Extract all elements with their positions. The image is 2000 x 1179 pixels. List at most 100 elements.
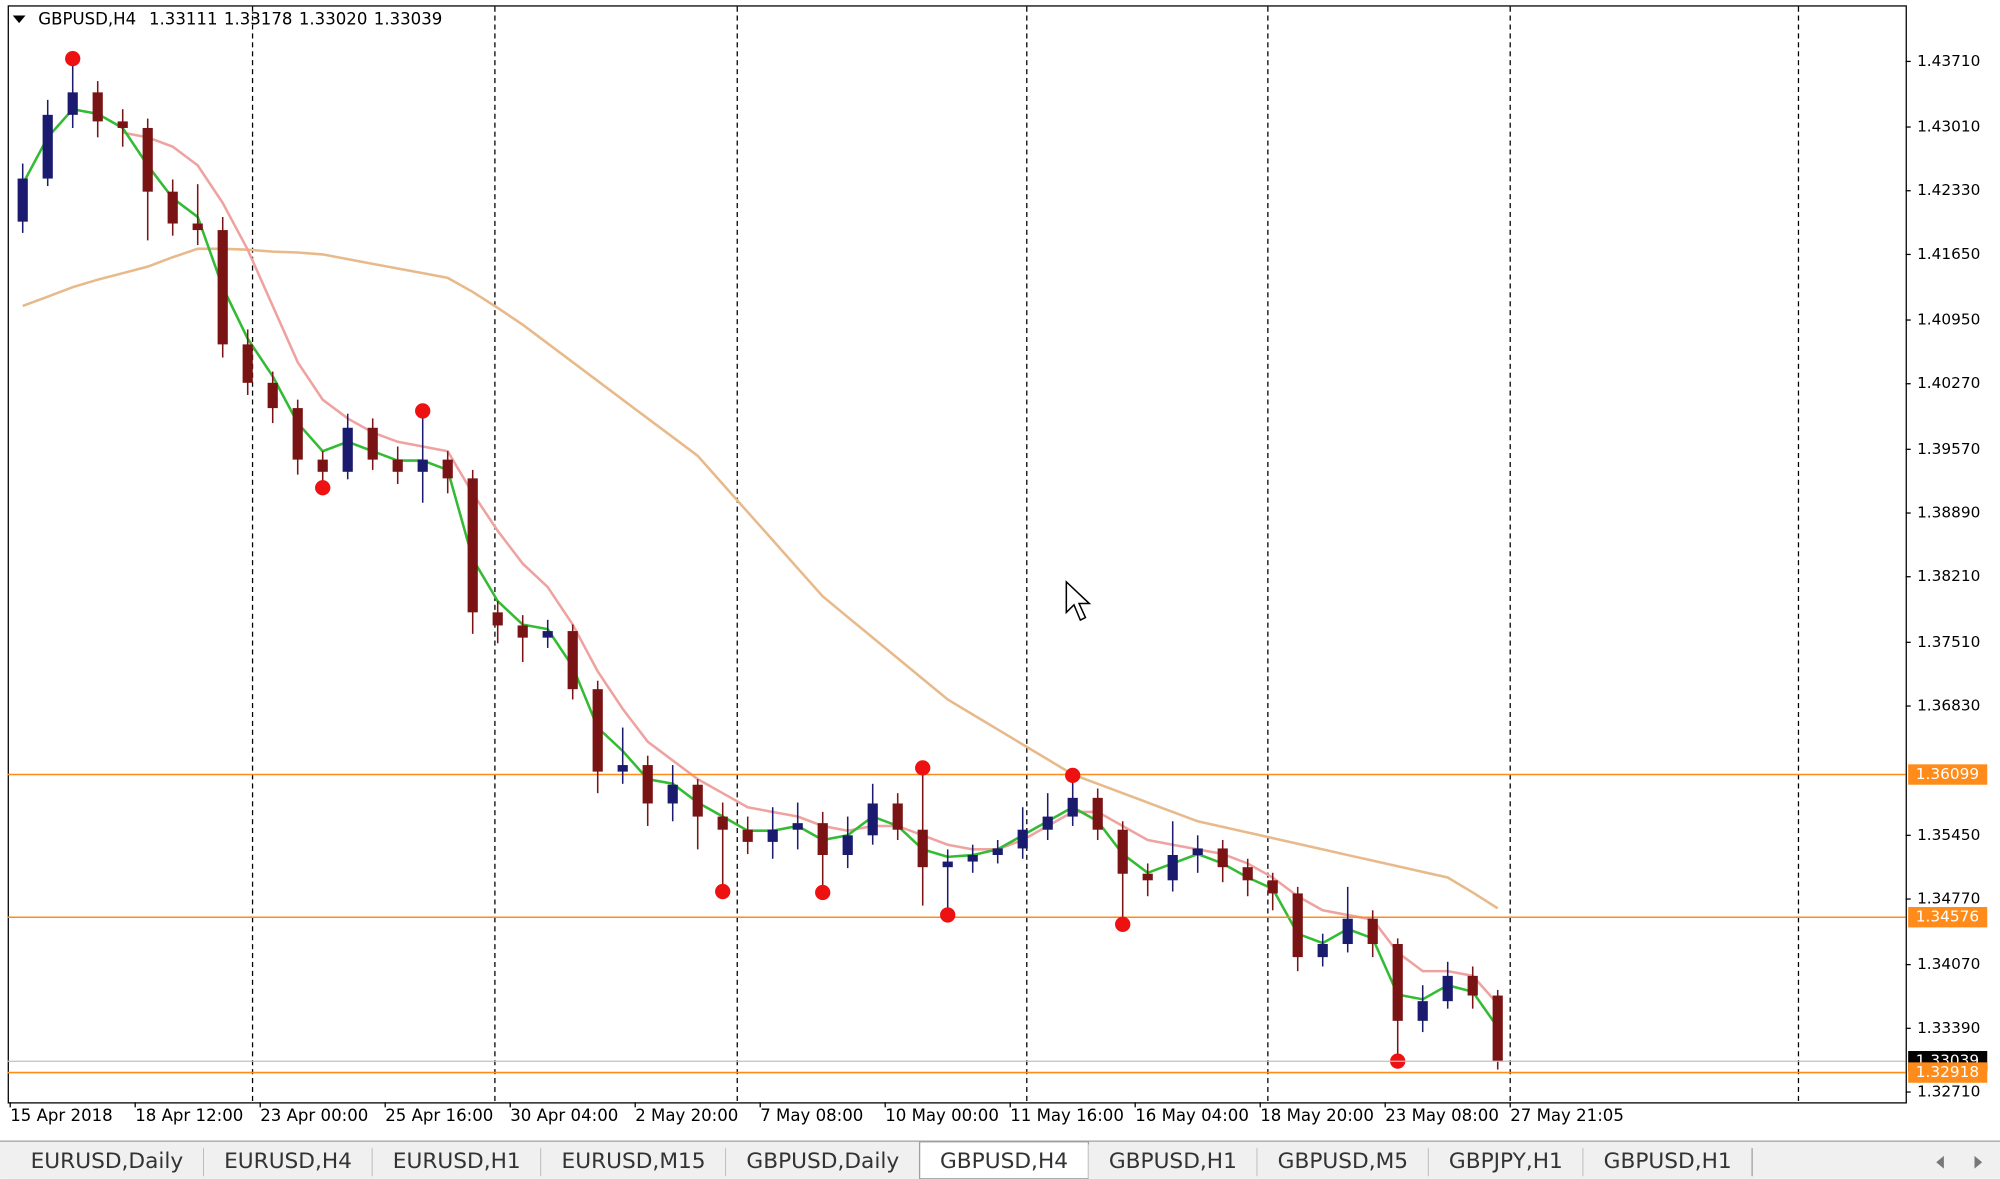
tab-scroll-left[interactable] — [1936, 1155, 1944, 1169]
candle-body — [1367, 918, 1378, 945]
tab-background[interactable] — [1257, 1144, 1429, 1179]
tab-background[interactable] — [541, 1144, 727, 1179]
candle-body — [592, 689, 603, 772]
candle-body — [1192, 848, 1203, 856]
tab-label[interactable]: EURUSD,M15 — [562, 1149, 706, 1174]
candle-body — [467, 478, 478, 613]
x-tick-label: 11 May 16:00 — [1010, 1106, 1124, 1125]
candle-body — [1067, 797, 1078, 817]
x-tick-label: 25 Apr 16:00 — [385, 1106, 493, 1125]
tab[interactable]: GBPUSD,Daily — [726, 1144, 921, 1179]
tab[interactable]: GBPUSD,H1 — [1088, 1144, 1258, 1179]
fractal — [65, 50, 81, 67]
candle-body — [92, 92, 103, 122]
tab-background[interactable] — [203, 1144, 373, 1179]
tab[interactable]: GBPJPY,H1 — [1428, 1144, 1584, 1179]
tab-scroll-right[interactable] — [1974, 1155, 1983, 1169]
fractal — [940, 907, 956, 923]
price-label-bg — [1908, 1062, 1988, 1083]
tab-label[interactable]: GBPUSD,H1 — [1604, 1149, 1732, 1174]
candle-body — [1492, 995, 1503, 1062]
candle-body — [742, 829, 753, 842]
candle-body — [717, 816, 728, 830]
tab[interactable]: GBPUSD,M5 — [1257, 1144, 1430, 1179]
tab[interactable]: GBPUSD,H1 — [1583, 1144, 1753, 1179]
candle-body — [1217, 848, 1228, 868]
candle-body — [1117, 829, 1128, 874]
y-tick-label: 1.39570 — [1917, 440, 1980, 458]
tab-label[interactable]: GBPUSD,H4 — [940, 1149, 1068, 1174]
tab[interactable]: EURUSD,Daily — [10, 1144, 205, 1179]
tab-background[interactable] — [1088, 1144, 1258, 1179]
y-tick-label: 1.32710 — [1917, 1083, 1980, 1101]
tabs: EURUSD,Daily EURUSD,H4 EURUSD,H1 EURUSD,M15… — [10, 1141, 1983, 1179]
candle-body — [267, 382, 278, 409]
candle-body — [392, 459, 403, 472]
tab-background[interactable] — [10, 1144, 204, 1179]
price-label-bg — [1908, 764, 1988, 785]
fractal — [915, 760, 931, 776]
candle-body — [1092, 797, 1103, 830]
candle-body — [1342, 918, 1353, 945]
candle-body — [1467, 975, 1478, 996]
tab[interactable]: EURUSD,M15 — [541, 1144, 727, 1179]
candle-body — [1267, 880, 1278, 894]
price-label: 1.36099 — [1916, 765, 1979, 783]
tab-background[interactable] — [726, 1144, 920, 1179]
y-tick-label: 1.43710 — [1917, 52, 1980, 70]
tab-label[interactable]: EURUSD,Daily — [31, 1149, 184, 1174]
x-tick-label: 23 Apr 00:00 — [260, 1106, 368, 1125]
plot — [7, 50, 1906, 1074]
candle-body — [1042, 816, 1053, 830]
chart-frame — [7, 5, 1907, 1104]
y-tick-label: 1.35450 — [1917, 826, 1980, 844]
candle-body — [142, 127, 153, 192]
candle-body — [942, 861, 953, 868]
tab[interactable]: GBPUSD,H4 — [918, 1141, 1090, 1179]
candle-body — [342, 427, 353, 472]
menu-arrow[interactable] — [12, 15, 26, 24]
candle-body — [167, 191, 178, 224]
quote: 1.33178 — [224, 9, 293, 28]
tab-label[interactable]: GBPUSD,M5 — [1278, 1149, 1408, 1174]
fractal — [1065, 767, 1081, 784]
candle-body — [1242, 867, 1253, 881]
candle-body — [517, 625, 528, 638]
candle-body — [42, 114, 53, 179]
tab-label[interactable]: GBPUSD,Daily — [746, 1149, 899, 1174]
tab[interactable]: EURUSD,H1 — [372, 1144, 542, 1179]
symbol: GBPUSD,H4 — [38, 9, 136, 28]
candle-body — [67, 92, 78, 115]
x-tick-label: 16 May 04:00 — [1135, 1106, 1249, 1125]
tab-label[interactable]: EURUSD,H4 — [224, 1149, 352, 1174]
y-tick-label: 1.40270 — [1917, 374, 1980, 392]
y-tick-label: 1.37510 — [1917, 633, 1980, 651]
moving-average — [22, 247, 1499, 910]
candle-body — [1142, 873, 1153, 881]
candle-body — [417, 459, 428, 472]
chart-header: GBPUSD,H4 1.33111 1.33178 1.33020 1.33039 — [38, 9, 442, 28]
tab-label[interactable]: EURUSD,H1 — [393, 1149, 521, 1174]
tab-background[interactable] — [1583, 1144, 1753, 1179]
y-tick-label: 1.40950 — [1917, 311, 1980, 329]
candle-body — [442, 459, 453, 479]
candle-body — [767, 829, 778, 842]
tab-background[interactable] — [372, 1144, 542, 1179]
tab[interactable]: EURUSD,H4 — [203, 1144, 374, 1179]
candle-body — [967, 855, 978, 862]
y-tick-label: 1.34070 — [1917, 955, 1980, 973]
x-tick-label: 23 May 08:00 — [1385, 1106, 1499, 1125]
price-label: 1.32918 — [1916, 1063, 1979, 1081]
tab-label[interactable]: GBPJPY,H1 — [1449, 1149, 1563, 1174]
candle-body — [1167, 855, 1178, 881]
tab-background[interactable] — [1428, 1144, 1584, 1179]
y-tick-label: 1.42330 — [1917, 181, 1980, 199]
fractal — [415, 403, 431, 419]
candle-body — [217, 230, 228, 345]
y-tick-label: 1.33390 — [1917, 1019, 1980, 1037]
tab-label[interactable]: GBPUSD,H1 — [1109, 1149, 1237, 1174]
y-tick-label: 1.36830 — [1917, 697, 1980, 715]
moving-average — [122, 131, 1499, 1005]
candle-body — [492, 612, 503, 626]
